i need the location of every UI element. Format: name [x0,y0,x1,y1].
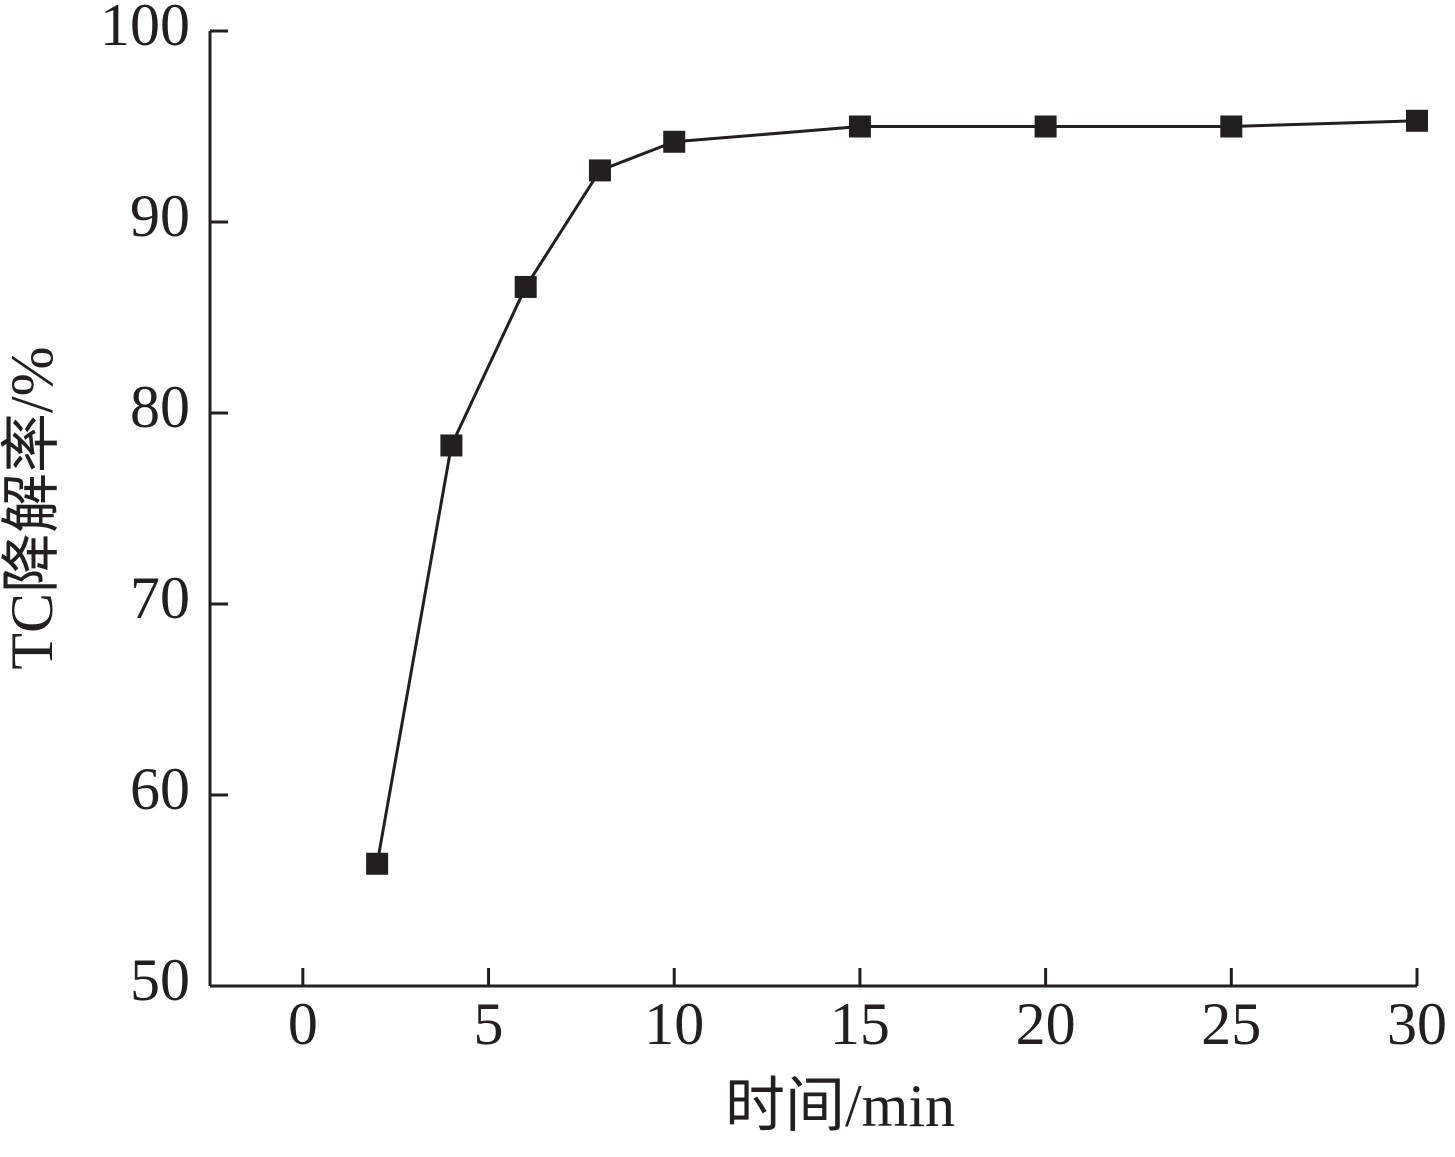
x-tick-label: 0 [288,991,318,1057]
marker [366,852,389,875]
y-tick-label: 80 [130,374,190,440]
y-tick-label: 60 [130,756,190,822]
marker [440,434,463,457]
x-tick-label: 25 [1201,991,1261,1057]
marker [1220,115,1243,138]
marker [514,275,537,298]
x-tick-label: 15 [830,991,890,1057]
marker [1034,115,1057,138]
marker [1406,109,1428,132]
y-tick-label: 100 [100,0,190,58]
y-tick-label: 70 [130,565,190,631]
marker [663,130,686,153]
data-line [375,119,1418,865]
marker [848,115,871,138]
y-tick-label: 50 [130,947,190,1013]
y-tick-label: 90 [130,183,190,249]
x-tick-label: 10 [644,991,704,1057]
x-tick-label: 20 [1016,991,1076,1057]
y-axis-label: TC降解率/% [0,346,65,669]
x-tick-label: 5 [474,991,504,1057]
x-axis-label: 时间/min [725,1073,955,1139]
x-tick-label: 30 [1387,991,1447,1057]
marker [588,159,611,182]
